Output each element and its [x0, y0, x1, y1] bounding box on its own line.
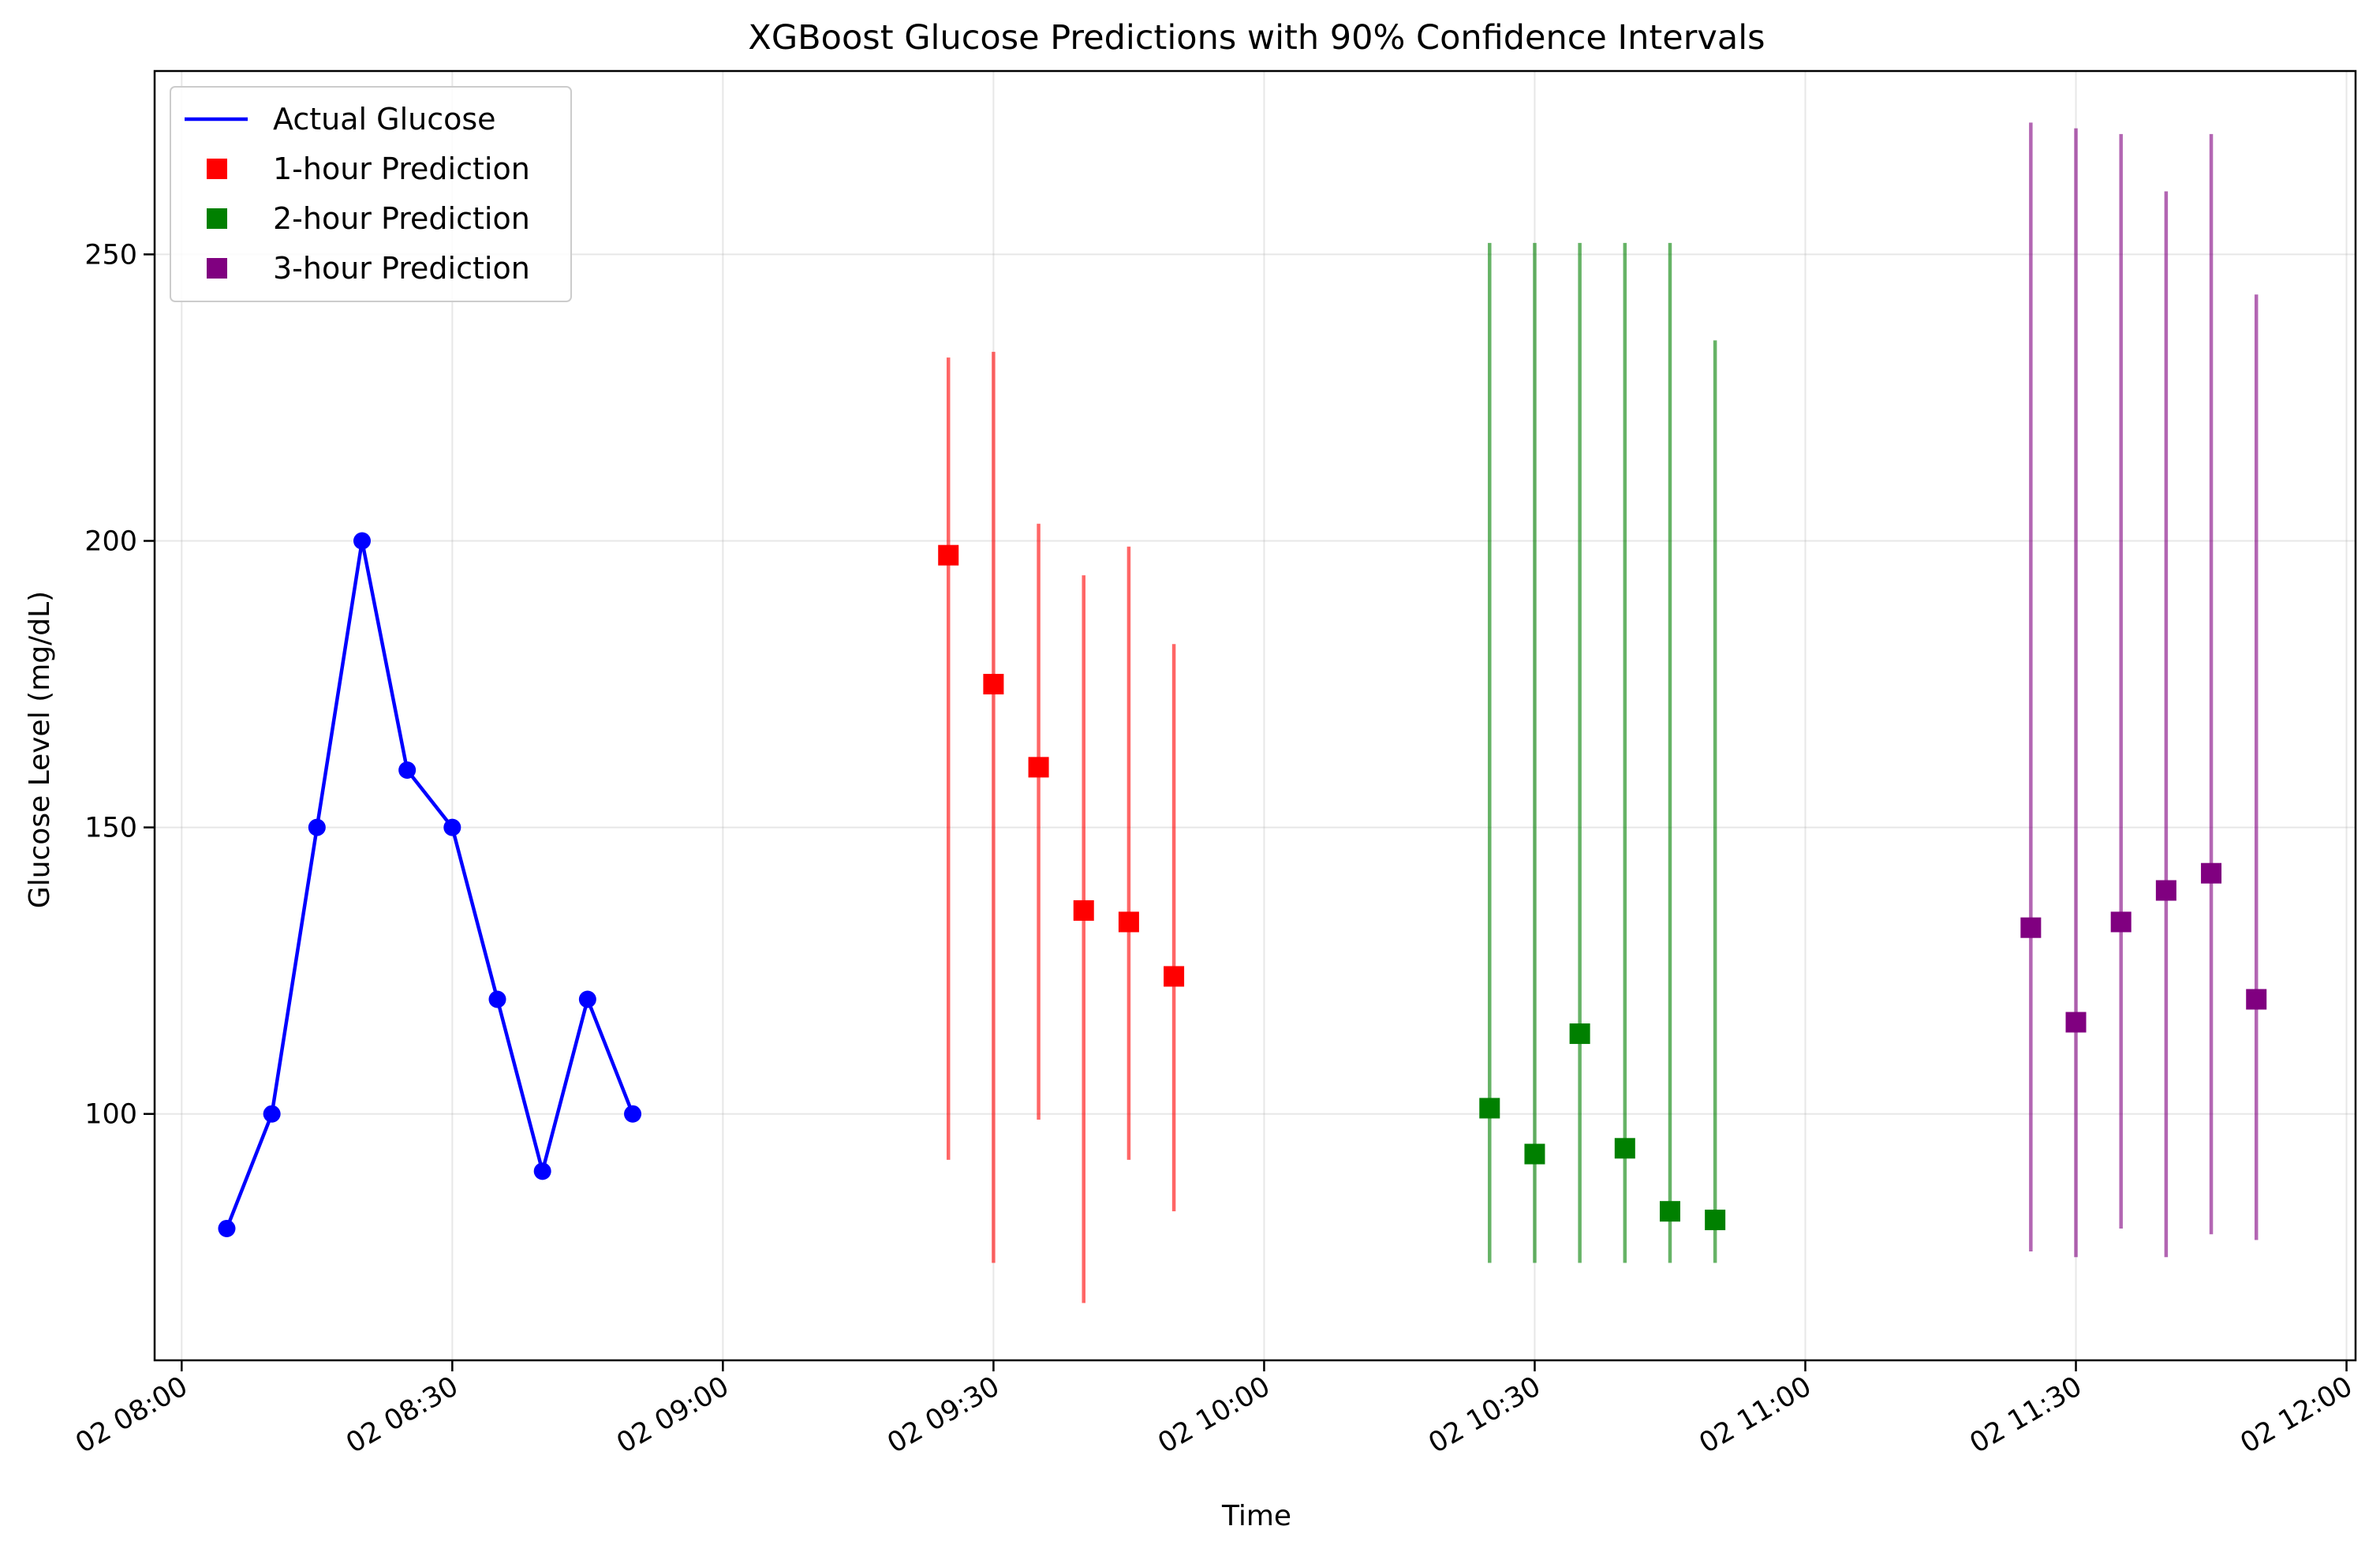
legend-label: 1-hour Prediction: [273, 151, 530, 186]
prediction-marker: [1073, 900, 1094, 921]
legend-label: 3-hour Prediction: [273, 251, 530, 286]
legend-square-swatch: [207, 159, 227, 179]
prediction-marker: [983, 674, 1004, 695]
series-3: [1479, 1023, 1726, 1231]
actual-glucose-point: [398, 761, 417, 779]
prediction-marker: [2065, 1012, 2087, 1033]
actual-glucose-point: [308, 818, 326, 836]
confidence-intervals: [946, 122, 2259, 1304]
prediction-marker: [1028, 757, 1049, 778]
legend-square-swatch: [207, 208, 227, 229]
legend-item: 1-hour Prediction: [207, 151, 530, 186]
y-tick-label: 150: [84, 813, 137, 844]
actual-glucose-point: [263, 1105, 281, 1123]
actual-glucose-point: [533, 1162, 551, 1180]
plot-frame: [153, 69, 2357, 1362]
legend-square-swatch: [207, 258, 227, 279]
prediction-marker: [2201, 862, 2222, 884]
legend-item: Actual Glucose: [185, 102, 496, 137]
actual-glucose-point: [488, 990, 506, 1008]
prediction-marker: [2246, 989, 2267, 1010]
y-tick-label: 200: [84, 526, 137, 558]
actual-glucose-line: [225, 539, 635, 1229]
prediction-marker: [1164, 966, 1185, 987]
actual-glucose-point: [578, 990, 596, 1008]
y-tick-label: 100: [84, 1099, 137, 1131]
series-4: [2020, 862, 2267, 1033]
actual-glucose-point: [218, 1219, 236, 1237]
prediction-marker: [1614, 1138, 1635, 1159]
legend-item: 2-hour Prediction: [207, 201, 530, 236]
actual-glucose-point: [353, 532, 371, 550]
chart-title: XGBoost Glucose Predictions with 90% Con…: [748, 18, 1765, 58]
legend-item: 3-hour Prediction: [207, 251, 530, 286]
prediction-marker: [1118, 911, 1139, 933]
y-tick-label: 250: [84, 239, 137, 271]
prediction-marker: [1479, 1098, 1500, 1119]
prediction-marker: [1705, 1210, 1726, 1231]
prediction-marker: [2110, 911, 2132, 933]
y-axis-label: Glucose Level (mg/dL): [24, 591, 56, 908]
prediction-marker: [938, 544, 959, 566]
actual-glucose-point: [624, 1105, 642, 1123]
y-axis-ticks: 100 150 200 250: [84, 239, 155, 1131]
legend: Actual Glucose 1-hour Prediction 2-hour Pr…: [170, 86, 572, 302]
legend-label: 2-hour Prediction: [273, 201, 530, 236]
prediction-marker: [1524, 1143, 1545, 1165]
prediction-marker: [2020, 917, 2042, 938]
legend-box: [170, 86, 572, 302]
prediction-marker: [1569, 1023, 1590, 1045]
series-layer: [218, 532, 2267, 1237]
legend-label: Actual Glucose: [273, 102, 496, 137]
x-axis-label: Time: [1221, 1500, 1291, 1532]
prediction-marker: [2155, 880, 2176, 901]
series-2: [938, 544, 1185, 987]
series-1: [218, 532, 642, 1237]
actual-glucose-point: [443, 818, 461, 836]
prediction-marker: [1659, 1201, 1680, 1222]
